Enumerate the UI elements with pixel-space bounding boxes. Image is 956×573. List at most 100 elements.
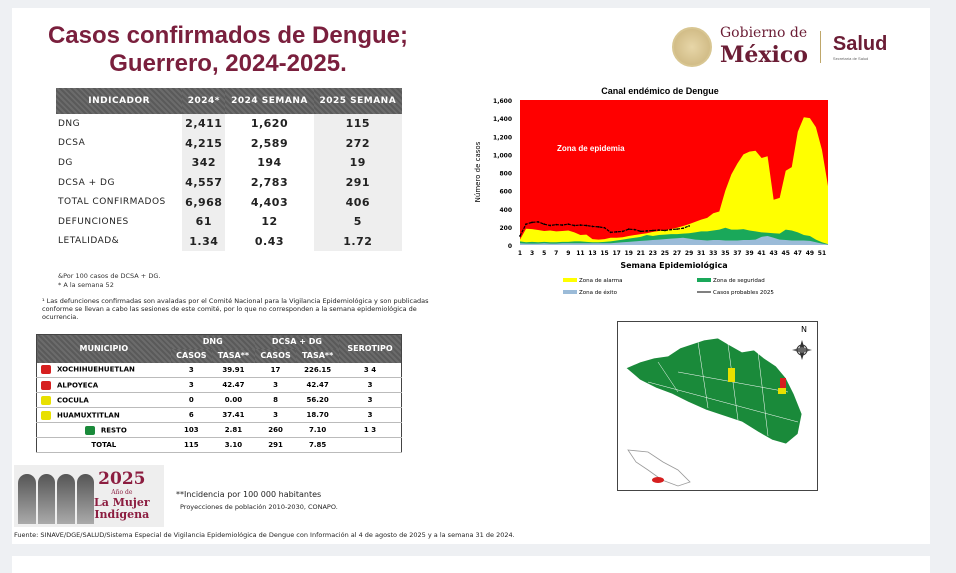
indicator-value: 4,403 [250,195,289,209]
x-tick-label: 33 [709,250,717,257]
municipio-name: ALPOYECA [57,381,99,389]
municipio-value: 42.47 [296,377,339,393]
indicator-label: DEFUNCIONES [58,216,129,227]
municipio-value: 3 [170,377,213,393]
casos-probables-point [555,223,558,226]
x-tick-label: 35 [721,250,729,257]
indicator-row: LETALIDAD& 1.34 0.43 1.72 [56,231,402,252]
municipio-value: 0.00 [212,392,255,408]
banner-sub: Año de [111,488,133,496]
casos-probables-point [549,224,552,227]
mujer-indigena-banner: 2025 Año de La Mujer Indígena [14,465,164,527]
municipio-value: 3 [170,362,213,378]
header-2024-semana: 2024 SEMANA [225,88,314,114]
header-municipio: MUNICIPIO [36,334,171,363]
header-2025-semana: 2025 SEMANA [313,88,402,114]
chart-title: Canal endémico de Dengue [601,86,719,96]
municipio-value: 18.70 [296,407,339,423]
municipio-value: 0 [170,392,213,408]
x-axis-label: Semana Epidemiológica [620,260,727,270]
casos-probables-point [561,224,564,226]
municipio-value: 260 [254,422,297,438]
compass-icon [792,340,812,360]
x-tick-label: 11 [576,250,584,257]
page-title: Casos confirmados de Dengue; Guerrero, 2… [8,22,448,78]
y-tick-label: 1,000 [493,152,512,159]
y-tick-label: 200 [499,225,512,232]
municipio-name: TOTAL [91,441,117,449]
casos-probables-point [645,230,648,232]
map-alarma-area [728,368,735,382]
casos-probables-point [658,229,660,231]
casos-probables-point [603,226,606,229]
casos-probables-point [531,221,533,224]
x-tick-label: 51 [818,250,826,257]
gobierno-logo: Gobierno de México Salud Secretaría de Sal… [672,25,887,68]
header-2024: 2024* [182,88,226,114]
casos-probables-point [591,225,594,228]
logo-divider [819,30,821,63]
municipio-name: COCULA [57,396,89,404]
municipio-value: 3 [339,392,402,408]
zona-alarma-area [520,117,828,245]
x-tick-label: 9 [566,250,570,257]
municipio-name-cell: ALPOYECA [36,377,171,393]
x-tick-label: 5 [542,250,546,257]
municipios-table: MUNICIPIO DNG DCSA + DG SEROTIPO CASOS T… [36,334,402,453]
x-tick-label: 25 [661,250,669,257]
municipio-value: 8 [254,392,297,408]
casos-probables-point [627,228,630,231]
indicator-label: DG [58,157,73,168]
municipio-name-cell: XOCHIHUEHUETLAN [36,362,171,378]
casos-probables-point [519,235,521,237]
guerrero-state-shape [625,337,803,445]
municipio-value: 17 [254,362,297,378]
indicator-label: DCSA + DG [58,177,115,188]
logo-gobierno: Gobierno de [720,25,808,41]
x-tick-label: 39 [745,250,753,257]
municipio-name-cell: TOTAL [36,437,171,453]
municipio-value: 7.85 [296,437,339,453]
municipio-value: 56.20 [296,392,339,408]
indicator-value: 2,783 [250,176,289,190]
zona-epidemia-label: Zona de epidemia [557,144,625,153]
status-color-icon [41,365,51,375]
y-tick-label: 1,400 [493,116,512,123]
municipio-value: 103 [170,422,213,438]
title-line-2: Guerrero, 2024-2025. [109,50,347,77]
indicator-row: TOTAL CONFIRMADOS 6,968 4,403 406 [56,192,402,212]
logo-salud: Salud [832,32,888,55]
header-dng: DNG [170,334,255,349]
indicator-row: DCSA 4,215 2,589 272 [56,133,402,154]
mexico-inset-map [627,449,691,487]
casos-probables-point [670,228,672,231]
indicator-row: DCSA + DG 4,557 2,783 291 [56,172,402,193]
municipio-value: 291 [254,437,297,453]
municipio-value: 1 3 [339,422,402,438]
y-tick-label: 600 [499,189,512,196]
casos-probables-point [621,230,624,233]
casos-probables-point [567,223,570,226]
indicator-label: TOTAL CONFIRMADOS [58,197,166,208]
x-tick-label: 21 [637,250,645,257]
x-tick-label: 23 [649,250,657,257]
zona-exito-area [520,235,828,245]
indicator-value: 4,557 [182,172,226,193]
x-tick-label: 47 [794,250,802,257]
indicator-value: 115 [313,114,402,134]
municipio-row: RESTO 103 2.81 260 7.10 1 3 [36,422,402,438]
indicator-value: 194 [257,156,282,170]
endemic-channel-chart: Canal endémico de Dengue Zona de epidemia… [474,86,828,296]
indicator-label: DNG [58,118,81,129]
x-tick-label: 13 [588,250,596,257]
casos-probables-point [664,229,666,232]
legend-zona-alarma: Zona de alarma [579,278,623,284]
header-casos: CASOS [170,348,213,363]
legend-zona-alarma-marker [563,278,577,282]
municipio-value: 3 [339,377,402,393]
casos-probables-point [579,224,582,226]
indicator-value: 272 [313,133,402,154]
x-tick-label: 17 [612,250,620,257]
y-tick-label: 400 [499,207,512,214]
indicator-value: 6,968 [182,192,226,212]
